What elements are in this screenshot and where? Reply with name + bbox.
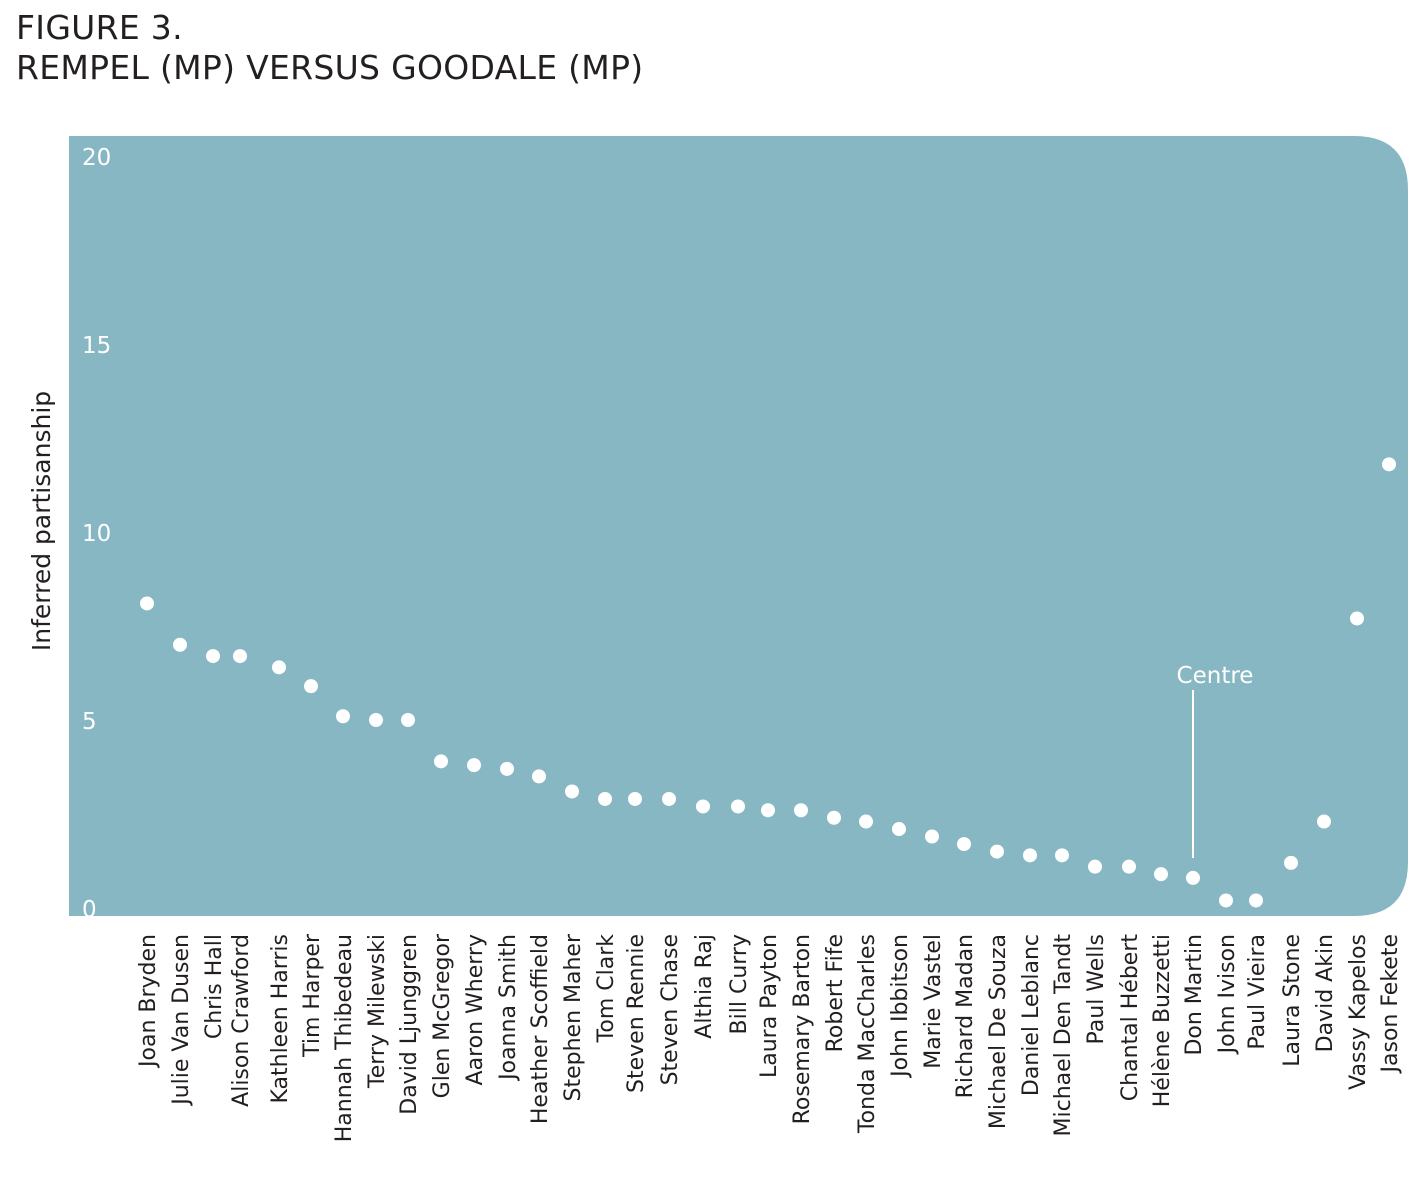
x-category-label: Robert Fife	[823, 934, 848, 1052]
data-point	[500, 761, 514, 776]
data-point	[1122, 859, 1136, 874]
x-category-label: Terry Milewski	[365, 934, 390, 1089]
data-point	[761, 803, 775, 818]
x-category-label: Michael Den Tandt	[1051, 934, 1076, 1137]
data-point	[1055, 848, 1069, 863]
data-point	[1154, 867, 1168, 882]
y-tick-label: 5	[82, 709, 97, 735]
annotation-label: Centre	[1177, 663, 1254, 689]
x-category-label: Tim Harper	[300, 933, 325, 1058]
data-point	[565, 784, 579, 799]
x-category-label: Daniel Leblanc	[1019, 934, 1044, 1096]
y-axis-ticks: 0 5 10 15 20	[82, 145, 111, 923]
data-point	[598, 791, 612, 806]
data-point	[957, 837, 971, 852]
y-tick-label: 0	[82, 897, 97, 923]
x-category-label: Steven Rennie	[624, 934, 649, 1093]
data-point	[434, 754, 448, 769]
x-category-label: John Ivison	[1215, 934, 1240, 1055]
x-category-label: Vassy Kapelos	[1346, 934, 1371, 1090]
data-point	[628, 791, 642, 806]
x-category-label: Heather Scoffield	[528, 934, 553, 1124]
data-point	[1249, 893, 1263, 908]
x-category-label: Stephen Maher	[561, 933, 586, 1101]
data-point	[369, 713, 383, 727]
data-point	[925, 829, 939, 844]
data-point	[1284, 855, 1298, 870]
data-point	[336, 709, 350, 724]
data-point	[731, 799, 745, 814]
x-category-label: Jason Fekete	[1378, 934, 1403, 1074]
x-category-label: David Ljunggren	[397, 934, 422, 1115]
figure-subtitle: REMPEL (MP) VERSUS GOODALE (MP)	[16, 48, 644, 87]
y-axis-label: Inferred partisanship	[27, 391, 56, 651]
data-point	[173, 637, 187, 652]
data-point	[467, 758, 481, 773]
data-points	[140, 457, 1396, 908]
data-point	[532, 769, 546, 784]
x-category-label: Glen McGregor	[430, 933, 455, 1098]
x-category-label: Alison Crawford	[229, 934, 254, 1107]
data-point	[233, 649, 247, 664]
x-category-label: Tom Clark	[594, 934, 619, 1044]
plot-panel	[69, 136, 1408, 916]
x-category-label: Hélène Buzzetti	[1150, 934, 1175, 1107]
data-point	[892, 822, 906, 837]
data-point	[206, 649, 220, 664]
data-point	[1350, 611, 1364, 626]
data-point	[272, 660, 286, 675]
x-category-label: Bill Curry	[727, 934, 752, 1034]
x-category-label: Kathleen Harris	[268, 934, 293, 1104]
x-category-label: Steven Chase	[658, 934, 683, 1085]
x-category-label: Chantal Hébert	[1118, 934, 1143, 1102]
x-category-label: Joanna Smith	[496, 934, 521, 1082]
data-point	[1382, 457, 1396, 472]
y-tick-label: 20	[82, 145, 111, 171]
data-point	[662, 791, 676, 806]
data-point	[696, 799, 710, 814]
x-category-label: Hannah Thibedeau	[332, 934, 357, 1142]
data-point	[304, 679, 318, 694]
x-category-label: Laura Payton	[757, 934, 782, 1078]
figure-title-block: FIGURE 3. REMPEL (MP) VERSUS GOODALE (MP…	[16, 8, 643, 88]
data-point	[1219, 893, 1233, 908]
x-category-label: Paul Wells	[1084, 934, 1109, 1045]
data-point	[859, 814, 873, 829]
data-point	[1023, 848, 1037, 863]
x-category-label: Michael De Souza	[986, 934, 1011, 1129]
x-category-label: Marie Vastel	[921, 934, 946, 1069]
x-category-label: Laura Stone	[1280, 934, 1305, 1067]
annotations: Centre	[1177, 663, 1254, 858]
y-tick-label: 10	[82, 521, 111, 547]
x-category-label: John Ibbitson	[888, 934, 913, 1079]
x-category-label: Rosemary Barton	[790, 934, 815, 1124]
x-category-label: Julie Van Dusen	[169, 934, 194, 1107]
data-point	[794, 803, 808, 818]
data-point	[1088, 859, 1102, 874]
x-category-label: David Akin	[1313, 934, 1338, 1052]
data-point	[1317, 814, 1331, 829]
x-category-label: Don Martin	[1182, 934, 1207, 1056]
data-point	[1186, 870, 1200, 885]
x-category-label: Aaron Wherry	[463, 934, 488, 1085]
x-category-label: Althia Raj	[692, 934, 717, 1039]
x-category-label: Chris Hall	[202, 934, 227, 1039]
figure-label: FIGURE 3.	[16, 8, 183, 47]
data-point	[990, 844, 1004, 859]
x-axis-labels: Joan Bryden Julie Van Dusen Chris Hall Alis…	[136, 933, 1403, 1142]
data-point	[140, 596, 154, 611]
x-category-label: Paul Vieira	[1245, 934, 1270, 1050]
data-point	[827, 810, 841, 825]
data-point	[401, 713, 415, 727]
y-tick-label: 15	[82, 333, 111, 359]
x-category-label: Joan Bryden	[136, 934, 161, 1069]
x-category-label: Richard Madan	[953, 934, 978, 1098]
x-category-label: Tonda MacCharles	[855, 934, 880, 1134]
